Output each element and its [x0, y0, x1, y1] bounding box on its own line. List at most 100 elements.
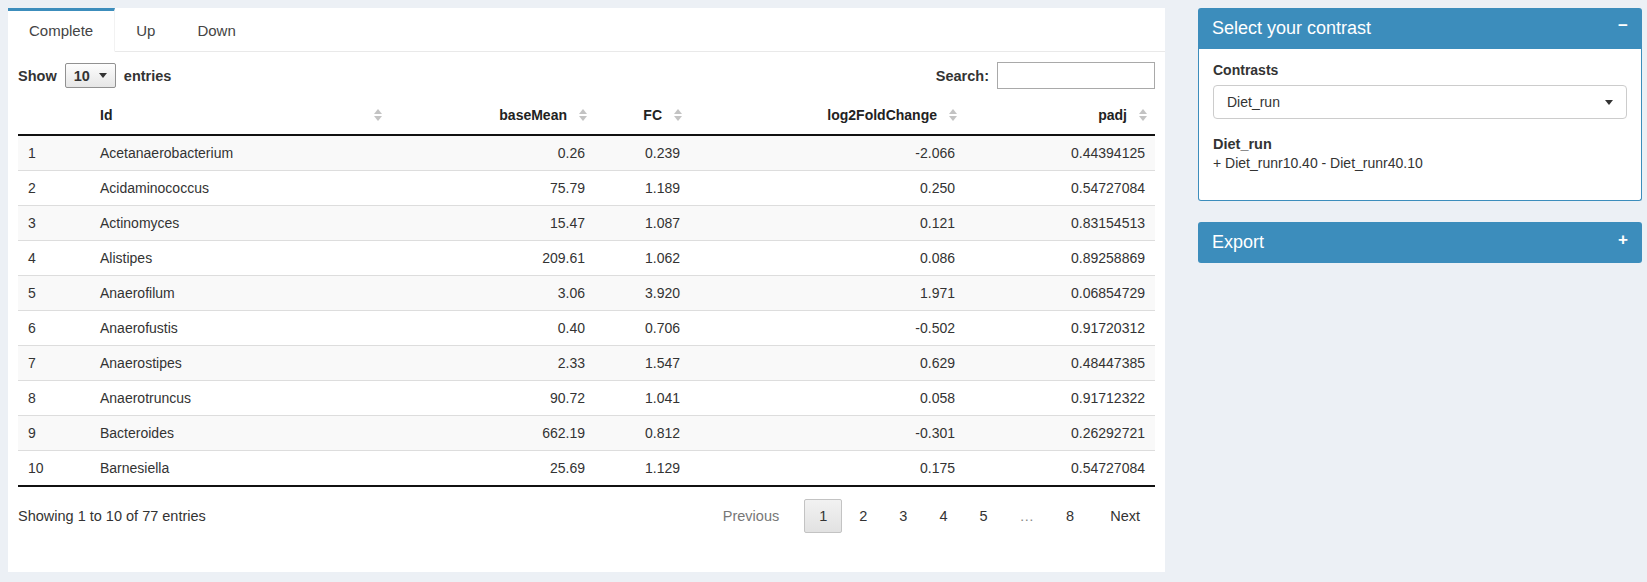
- table-cell: 3.06: [390, 276, 595, 311]
- export-box-title: Export: [1212, 232, 1264, 252]
- table-cell: 15.47: [390, 206, 595, 241]
- table-cell: Barnesiella: [90, 451, 390, 487]
- table-cell: Alistipes: [90, 241, 390, 276]
- entries-select-value: 10: [74, 68, 90, 84]
- table-cell: 1.087: [595, 206, 690, 241]
- contrast-select[interactable]: Diet_run: [1213, 85, 1627, 119]
- table-cell: 0.83154513: [965, 206, 1155, 241]
- table-cell: 1: [18, 135, 90, 171]
- table-cell: Anaerotruncus: [90, 381, 390, 416]
- table-cell: 1.547: [595, 346, 690, 381]
- search-input[interactable]: [997, 62, 1155, 89]
- entries-select[interactable]: 10: [65, 63, 116, 88]
- table-cell: 0.40: [390, 311, 595, 346]
- table-cell: 0.629: [690, 346, 965, 381]
- table-cell: Anaerofustis: [90, 311, 390, 346]
- table-cell: 0.239: [595, 135, 690, 171]
- tab-bar: Complete Up Down: [8, 8, 1165, 52]
- search-control: Search:: [936, 62, 1155, 89]
- table-cell: 2.33: [390, 346, 595, 381]
- page-button-5[interactable]: 5: [965, 499, 1003, 533]
- table-cell: 1.189: [595, 171, 690, 206]
- table-cell: 1.062: [595, 241, 690, 276]
- table-cell: Anaerostipes: [90, 346, 390, 381]
- table-cell: 9: [18, 416, 90, 451]
- table-row: 8Anaerotruncus90.721.0410.0580.91712322: [18, 381, 1155, 416]
- table-cell: 0.54727084: [965, 451, 1155, 487]
- table-cell: 209.61: [390, 241, 595, 276]
- collapse-minus-icon[interactable]: −: [1618, 16, 1628, 36]
- table-cell: 0.26292721: [965, 416, 1155, 451]
- column-header-log2FoldChange[interactable]: log2FoldChange: [690, 96, 965, 135]
- table-row: 9Bacteroides662.190.812-0.3010.26292721: [18, 416, 1155, 451]
- page-button-2[interactable]: 2: [844, 499, 882, 533]
- tab-complete[interactable]: Complete: [8, 8, 115, 52]
- table-cell: Acetanaerobacterium: [90, 135, 390, 171]
- table-row: 3Actinomyces15.471.0870.1210.83154513: [18, 206, 1155, 241]
- table-cell: 2: [18, 171, 90, 206]
- table-cell: 662.19: [390, 416, 595, 451]
- table-cell: 1.129: [595, 451, 690, 487]
- table-cell: 0.26: [390, 135, 595, 171]
- table-cell: 0.086: [690, 241, 965, 276]
- table-cell: 0.250: [690, 171, 965, 206]
- contrast-box: Select your contrast − Contrasts Diet_ru…: [1198, 8, 1642, 201]
- page-button-3[interactable]: 3: [884, 499, 922, 533]
- table-cell: 7: [18, 346, 90, 381]
- tab-down[interactable]: Down: [176, 8, 256, 51]
- page-button-4[interactable]: 4: [924, 499, 962, 533]
- column-header-padj[interactable]: padj: [965, 96, 1155, 135]
- table-row: 7Anaerostipes2.331.5470.6290.48447385: [18, 346, 1155, 381]
- contrast-box-title: Select your contrast: [1212, 18, 1371, 38]
- table-cell: Bacteroides: [90, 416, 390, 451]
- contrast-box-body: Contrasts Diet_run Diet_run + Diet_runr1…: [1198, 49, 1642, 201]
- contrast-detail-title: Diet_run: [1213, 136, 1627, 152]
- column-header-rownum: [18, 96, 90, 135]
- table-cell: 0.121: [690, 206, 965, 241]
- table-cell: 0.175: [690, 451, 965, 487]
- search-label: Search:: [936, 68, 989, 84]
- sort-icon: [579, 109, 587, 121]
- results-table: IdbaseMeanFClog2FoldChangepadj 1Acetanae…: [18, 96, 1155, 487]
- table-cell: 6: [18, 311, 90, 346]
- sort-icon: [1139, 109, 1147, 121]
- entries-suffix-label: entries: [124, 68, 172, 84]
- contrast-detail-formula: + Diet_runr10.40 - Diet_runr40.10: [1213, 155, 1627, 171]
- table-cell: 8: [18, 381, 90, 416]
- table-cell: 10: [18, 451, 90, 487]
- chevron-down-icon: [99, 73, 107, 78]
- table-cell: -2.066: [690, 135, 965, 171]
- previous-page-button[interactable]: Previous: [708, 499, 794, 533]
- table-cell: 1.041: [595, 381, 690, 416]
- table-row: 4Alistipes209.611.0620.0860.89258869: [18, 241, 1155, 276]
- table-cell: 1.971: [690, 276, 965, 311]
- table-cell: 0.91720312: [965, 311, 1155, 346]
- table-cell: 4: [18, 241, 90, 276]
- table-row: 6Anaerofustis0.400.706-0.5020.91720312: [18, 311, 1155, 346]
- table-cell: Actinomyces: [90, 206, 390, 241]
- next-page-button[interactable]: Next: [1095, 499, 1155, 533]
- expand-plus-icon[interactable]: +: [1618, 230, 1628, 250]
- table-cell: 0.812: [595, 416, 690, 451]
- table-cell: 0.058: [690, 381, 965, 416]
- tab-up[interactable]: Up: [115, 8, 176, 51]
- table-cell: 0.91712322: [965, 381, 1155, 416]
- table-header-row: IdbaseMeanFClog2FoldChangepadj: [18, 96, 1155, 135]
- table-row: 5Anaerofilum3.063.9201.9710.06854729: [18, 276, 1155, 311]
- contrasts-label: Contrasts: [1213, 62, 1627, 78]
- page-button-8[interactable]: 8: [1051, 499, 1089, 533]
- page-button-1[interactable]: 1: [804, 499, 842, 533]
- column-header-Id[interactable]: Id: [90, 96, 390, 135]
- table-cell: 25.69: [390, 451, 595, 487]
- sort-icon: [949, 109, 957, 121]
- table-cell: 0.706: [595, 311, 690, 346]
- table-cell: 90.72: [390, 381, 595, 416]
- table-cell: 5: [18, 276, 90, 311]
- column-header-FC[interactable]: FC: [595, 96, 690, 135]
- contrast-box-header: Select your contrast −: [1198, 8, 1642, 49]
- table-cell: 3: [18, 206, 90, 241]
- column-header-baseMean[interactable]: baseMean: [390, 96, 595, 135]
- table-row: 2Acidaminococcus75.791.1890.2500.5472708…: [18, 171, 1155, 206]
- export-box-header: Export +: [1198, 222, 1642, 263]
- table-row: 10Barnesiella25.691.1290.1750.54727084: [18, 451, 1155, 487]
